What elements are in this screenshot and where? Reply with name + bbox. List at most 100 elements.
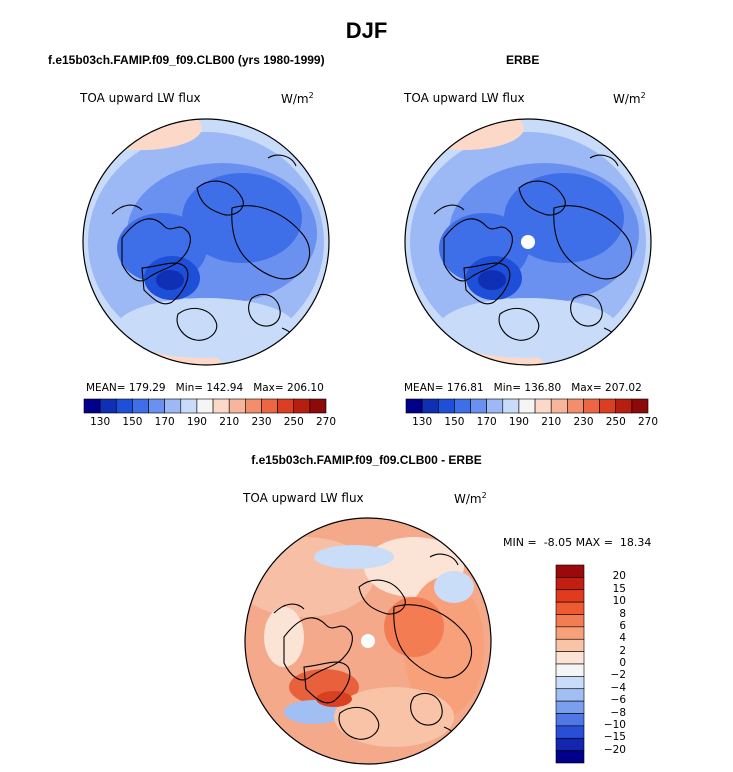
panel-3-polar-map bbox=[244, 517, 492, 765]
field-region bbox=[434, 571, 474, 603]
colorbar-box bbox=[555, 713, 585, 727]
colorbar-box bbox=[567, 398, 584, 414]
colorbar-box bbox=[534, 398, 552, 414]
colorbar-box bbox=[555, 638, 585, 652]
colorbar-tick-label: 170 bbox=[154, 416, 175, 428]
colorbar-box bbox=[245, 398, 262, 414]
colorbar-box bbox=[631, 398, 649, 414]
panel-3-left-label: TOA upward LW flux bbox=[243, 491, 364, 505]
panel-3-stats: MIN = -8.05 MAX = 18.34 bbox=[503, 536, 652, 549]
colorbar-tick-label: 170 bbox=[476, 416, 497, 428]
colorbar-tick-label: −8 bbox=[610, 706, 626, 719]
colorbar-box bbox=[555, 737, 585, 751]
coastline bbox=[338, 706, 380, 740]
panel-1-colorbar-ticks: 130 150 170 190 210 230 250 270 bbox=[84, 416, 336, 430]
colorbar-box bbox=[555, 725, 585, 739]
colorbar-box bbox=[454, 398, 471, 414]
colorbar-box bbox=[277, 398, 295, 414]
colorbar-tick-label: 250 bbox=[283, 416, 304, 428]
colorbar-tick-label: 10 bbox=[612, 595, 626, 608]
colorbar-box bbox=[148, 398, 165, 414]
field-region bbox=[405, 119, 524, 150]
colorbar-box bbox=[293, 398, 311, 414]
colorbar-box bbox=[309, 398, 327, 414]
panel-2-colorbar bbox=[405, 398, 649, 414]
colorbar-tick-label: 130 bbox=[412, 416, 433, 428]
colorbar-tick-label: 210 bbox=[219, 416, 240, 428]
field-region bbox=[478, 270, 506, 290]
colorbar-tick-label: 4 bbox=[619, 632, 626, 645]
panel-2-title: ERBE bbox=[506, 53, 540, 67]
colorbar-tick-label: 230 bbox=[251, 416, 272, 428]
colorbar-box bbox=[132, 398, 149, 414]
map-border bbox=[244, 517, 492, 765]
field-region bbox=[316, 691, 352, 707]
coastline bbox=[121, 218, 191, 282]
panel-3-title: f.e15b03ch.FAMIP.f09_f09.CLB00 - ERBE bbox=[251, 453, 482, 467]
colorbar-box bbox=[470, 398, 487, 414]
colorbar-box bbox=[212, 398, 230, 414]
colorbar-box bbox=[555, 626, 585, 640]
map-field bbox=[83, 119, 329, 365]
colorbar-box bbox=[555, 676, 585, 690]
colorbar-box bbox=[261, 398, 278, 414]
colorbar-box bbox=[115, 398, 133, 414]
colorbar-tick-label: 230 bbox=[573, 416, 594, 428]
coastline bbox=[196, 180, 244, 216]
coastline bbox=[553, 205, 633, 280]
colorbar-box bbox=[555, 750, 585, 764]
colorbar-tick-label: 270 bbox=[316, 416, 337, 428]
coastline bbox=[358, 579, 406, 615]
colorbar-box bbox=[583, 398, 600, 414]
coastline bbox=[303, 661, 351, 704]
panel-2-left-label: TOA upward LW flux bbox=[404, 91, 525, 105]
colorbar-box bbox=[555, 614, 585, 628]
colorbar-tick-label: 0 bbox=[619, 657, 626, 669]
colorbar-box bbox=[555, 564, 585, 578]
colorbar-box bbox=[196, 398, 214, 414]
page-title: DJF bbox=[345, 18, 388, 43]
coastline bbox=[141, 262, 189, 305]
field-region bbox=[334, 687, 454, 747]
field-region bbox=[182, 173, 302, 263]
panel-2-colorbar-ticks: 130 150 170 190 210 230 250 270 bbox=[406, 416, 658, 430]
colorbar-box bbox=[599, 398, 617, 414]
panel-3-colorbar bbox=[555, 564, 585, 764]
panel-1-left-label: TOA upward LW flux bbox=[80, 91, 201, 105]
colorbar-tick-label: −4 bbox=[610, 681, 626, 694]
coastline bbox=[393, 604, 473, 679]
colorbar-box bbox=[555, 577, 585, 591]
panel-3-units-label: W/m2 bbox=[454, 491, 487, 506]
coastline bbox=[231, 205, 311, 280]
colorbar-box bbox=[228, 398, 246, 414]
colorbar-tick-label: 150 bbox=[122, 416, 143, 428]
panel-1-title: f.e15b03ch.FAMIP.f09_f09.CLB00 (yrs 1980… bbox=[48, 53, 325, 67]
coastline bbox=[176, 307, 218, 341]
colorbar-box bbox=[555, 589, 585, 603]
coastline bbox=[410, 692, 443, 726]
colorbar-box bbox=[555, 601, 585, 615]
colorbar-box bbox=[437, 398, 455, 414]
panel-1-units-label: W/m2 bbox=[281, 91, 314, 106]
panel-1-polar-map bbox=[82, 118, 330, 366]
coastline bbox=[498, 307, 540, 341]
colorbar-tick-label: 190 bbox=[186, 416, 207, 428]
colorbar-box bbox=[486, 398, 504, 414]
field-region bbox=[438, 298, 618, 358]
colorbar-tick-label: −15 bbox=[603, 731, 626, 744]
colorbar-box bbox=[421, 398, 439, 414]
field-region bbox=[83, 119, 202, 150]
panel-2-units-label: W/m2 bbox=[613, 91, 646, 106]
colorbar-box bbox=[99, 398, 117, 414]
colorbar-box bbox=[550, 398, 568, 414]
panel-2-stats: MEAN= 176.81 Min= 136.80 Max= 207.02 bbox=[404, 382, 642, 394]
colorbar-tick-label: 210 bbox=[541, 416, 562, 428]
colorbar-tick-label: 250 bbox=[605, 416, 626, 428]
colorbar-box bbox=[518, 398, 536, 414]
colorbar-tick-label: 15 bbox=[612, 582, 626, 595]
colorbar-box bbox=[180, 398, 198, 414]
field-region bbox=[116, 298, 296, 358]
colorbar-tick-label: 190 bbox=[508, 416, 529, 428]
colorbar-box bbox=[615, 398, 633, 414]
colorbar-tick-label: 6 bbox=[619, 619, 626, 632]
